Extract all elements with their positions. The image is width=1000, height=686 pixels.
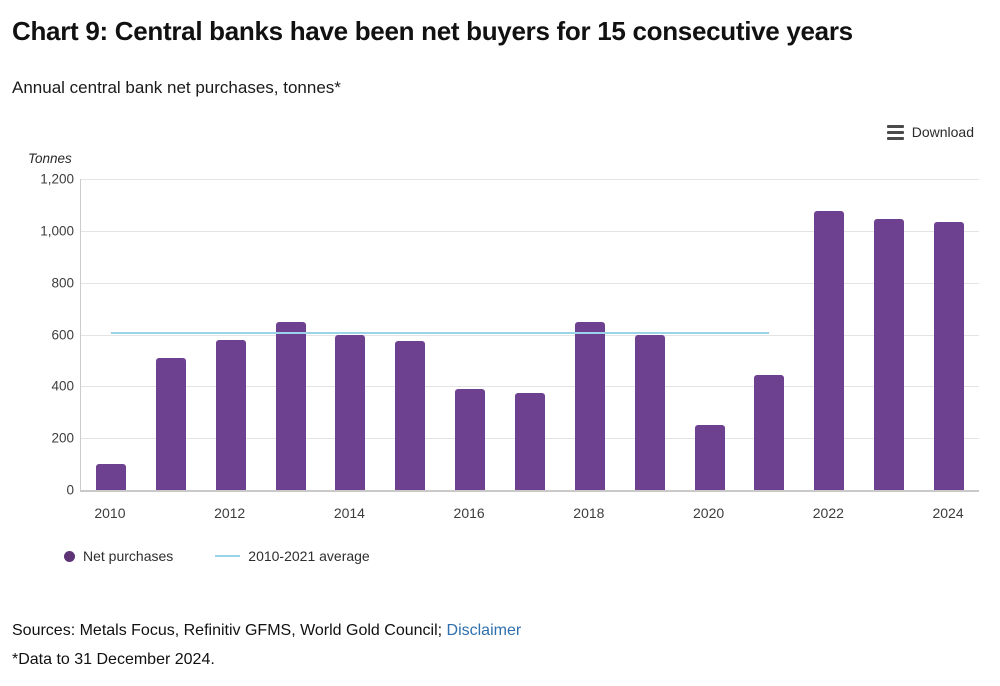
bar-2010[interactable] <box>95 464 126 490</box>
sources-line: Sources: Metals Focus, Refinitiv GFMS, W… <box>12 622 521 640</box>
x-tick-label-2010: 2010 <box>94 505 126 521</box>
y-tick-label-0: 0 <box>66 482 74 498</box>
bar-2024[interactable] <box>934 221 965 490</box>
y-axis-unit-label: Tonnes <box>28 151 72 166</box>
x-tick-label-2012: 2012 <box>214 505 246 521</box>
x-tick-label-2022: 2022 <box>812 505 844 521</box>
download-button[interactable]: Download <box>886 124 974 140</box>
gridline-400 <box>81 386 979 388</box>
disclaimer-link[interactable]: Disclaimer <box>446 622 522 639</box>
bar-2013[interactable] <box>275 321 306 490</box>
y-tick-label-600: 600 <box>51 327 74 342</box>
y-tick-label-800: 800 <box>51 275 74 291</box>
net-purchases-dot-icon <box>64 550 75 562</box>
footnote: *Data to 31 December 2024. <box>12 651 215 668</box>
y-tick-label-400: 400 <box>51 378 74 394</box>
x-tick-label-2014: 2014 <box>333 505 365 521</box>
x-tick-label-2024: 2024 <box>932 505 964 521</box>
legend-label-average: 2010-2021 average <box>248 548 370 564</box>
y-tick-label-1200: 1,200 <box>40 171 74 187</box>
bar-2016[interactable] <box>455 388 486 490</box>
download-menu-icon <box>886 124 904 140</box>
bar-2022[interactable] <box>814 211 845 490</box>
legend-item-average[interactable]: 2010-2021 average <box>215 548 370 564</box>
gridline-800 <box>81 282 979 284</box>
bar-2017[interactable] <box>515 392 545 490</box>
bar-2012[interactable] <box>215 339 246 490</box>
average-line-swatch-icon <box>215 555 241 557</box>
bar-2019[interactable] <box>634 334 665 490</box>
bar-2018[interactable] <box>574 321 605 490</box>
legend-item-net-purchases[interactable]: Net purchases <box>64 548 173 564</box>
chart-legend: Net purchases 2010-2021 average <box>64 548 370 564</box>
bar-2023[interactable] <box>874 219 905 490</box>
x-tick-label-2020: 2020 <box>693 505 725 521</box>
x-axis-labels: 2010 2012 2014 2016 2018 2020 2022 2024 <box>80 505 978 525</box>
bar-2014[interactable] <box>335 334 366 490</box>
x-tick-label-2016: 2016 <box>453 505 485 521</box>
bar-2015[interactable] <box>395 340 426 490</box>
bar-2011[interactable] <box>155 357 186 490</box>
gridline-1000 <box>81 230 979 232</box>
download-label: Download <box>911 124 974 140</box>
plot-area <box>80 179 979 492</box>
x-tick-label-2018: 2018 <box>573 505 605 521</box>
y-tick-label-1000: 1,000 <box>40 223 74 239</box>
legend-label-net-purchases: Net purchases <box>83 548 174 564</box>
bar-2020[interactable] <box>694 425 725 490</box>
sources-text: Sources: Metals Focus, Refinitiv GFMS, W… <box>12 622 447 639</box>
gridline-600 <box>81 334 979 336</box>
y-tick-label-200: 200 <box>51 430 74 446</box>
chart-subtitle: Annual central bank net purchases, tonne… <box>12 78 341 97</box>
y-axis-labels: 0 200 400 600 800 1,000 1,200 <box>0 172 74 498</box>
average-line <box>110 332 770 335</box>
page-title: Chart 9: Central banks have been net buy… <box>12 16 853 46</box>
bar-2021[interactable] <box>754 374 785 490</box>
gridline-1200 <box>81 179 979 180</box>
